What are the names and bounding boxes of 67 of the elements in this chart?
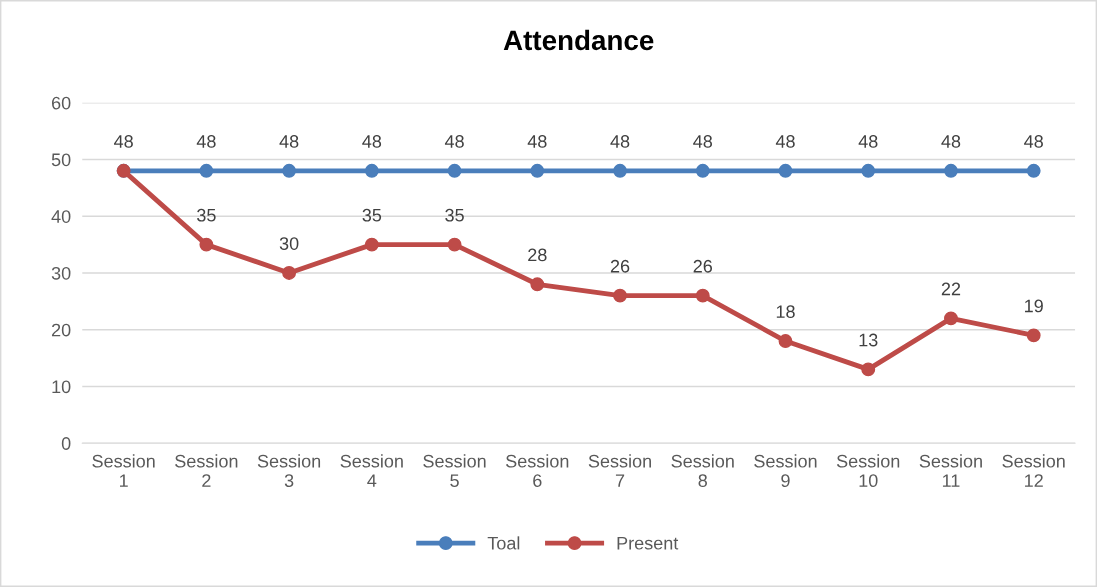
data-label: 48 [279,135,299,148]
chart-title: Attendance [503,29,654,51]
point [613,163,627,178]
data-label: 35 [197,208,216,222]
point [199,237,214,252]
x-tick-label: Session 12 [1002,454,1065,487]
point [1026,163,1041,178]
point [695,163,710,178]
data-label: 48 [693,135,713,148]
point [613,288,627,303]
point [530,163,545,178]
point [944,311,958,326]
data-label: 48 [858,135,878,148]
point [282,163,297,178]
data-label: 28 [528,248,547,262]
point [695,288,710,303]
point [530,277,545,292]
x-tick-label: Session 3 [257,454,321,488]
data-label: 48 [196,135,216,148]
x-tick-label: Session 6 [506,454,569,488]
y-tick-label: 0 [61,437,71,450]
data-label: 48 [527,135,547,148]
x-tick-label: Session 7 [588,454,651,487]
y-tick-label: 20 [51,323,71,337]
x-tick-label: Session 10 [836,454,900,488]
data-label: 13 [859,333,878,347]
data-label: 48 [1024,135,1043,148]
point [199,163,214,178]
point [364,163,379,178]
point [778,334,793,348]
point [447,237,462,252]
data-label: 35 [362,208,382,222]
point [447,163,462,178]
y-tick-label: 40 [51,210,71,223]
data-label: 48 [114,135,133,148]
data-label: 26 [610,259,630,273]
data-label: 48 [444,135,464,148]
data-label: 48 [775,135,795,148]
data-label: 26 [693,259,713,273]
point [364,237,379,252]
data-label: 35 [445,208,464,222]
y-tick-label: 10 [52,380,71,394]
point [944,163,958,178]
data-label: 30 [279,237,299,250]
data-label: 48 [610,135,630,148]
legend-label: Present [617,536,679,550]
data-label: 19 [1025,299,1043,313]
y-tick-label: 30 [51,266,71,280]
point [861,163,876,178]
x-tick-label: Session 4 [340,454,403,487]
point [861,362,876,377]
point [282,266,297,280]
x-tick-label: Session 9 [754,454,817,488]
x-tick-label: Session 11 [919,454,982,487]
data-label: 18 [776,305,795,319]
y-tick-label: 50 [51,153,71,167]
x-tick-label: Session 2 [175,454,238,487]
point [1026,328,1041,343]
x-tick-label: Session 8 [671,454,734,488]
x-tick-label: Session 5 [423,454,486,488]
y-tick-label: 60 [52,96,71,110]
point [778,163,793,178]
data-label: 22 [941,282,961,296]
legend-label: Toal [487,536,520,550]
data-label: 48 [941,135,961,148]
x-tick-label: Session 1 [92,454,155,487]
data-label: 48 [362,135,382,148]
